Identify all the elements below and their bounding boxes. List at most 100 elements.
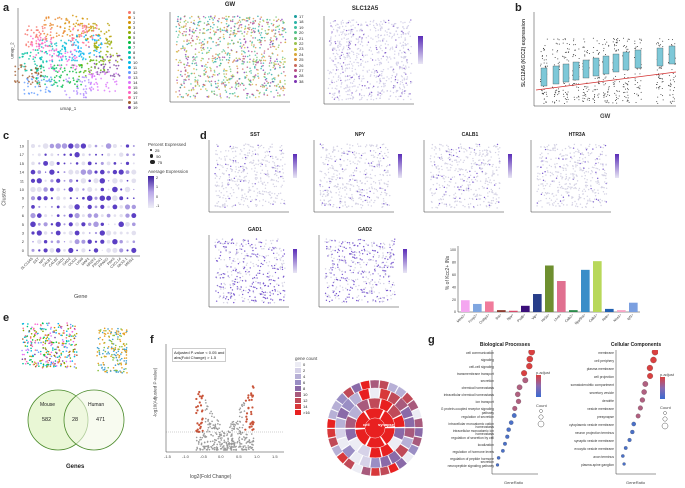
umap-point xyxy=(99,46,102,49)
umap-point xyxy=(44,23,47,26)
dotplot-dot xyxy=(50,231,54,235)
feature-point xyxy=(272,183,274,185)
umap-point xyxy=(41,39,44,42)
gw-point xyxy=(207,51,210,54)
feature-point xyxy=(265,191,268,193)
feature-point xyxy=(430,188,432,190)
umap-point xyxy=(71,64,74,67)
gw-point xyxy=(190,37,193,40)
feature-point xyxy=(541,152,543,154)
feature-point xyxy=(476,175,479,177)
umap-point xyxy=(53,83,55,86)
gene-point xyxy=(368,69,370,71)
feature-point xyxy=(446,187,448,189)
feature-point xyxy=(349,179,351,181)
gw-point xyxy=(263,92,266,94)
feature-point xyxy=(231,159,234,162)
gw-point xyxy=(271,42,274,45)
gene-point xyxy=(328,72,331,75)
gene-point xyxy=(379,78,381,80)
dotplot-dot xyxy=(132,144,135,148)
feature-point xyxy=(253,190,255,192)
gene-point xyxy=(361,38,363,40)
umap-point xyxy=(42,61,45,64)
gw-point xyxy=(196,24,199,26)
feature-point xyxy=(460,188,462,191)
feature-point xyxy=(328,199,330,202)
umap-point xyxy=(94,65,96,68)
kcc2-point xyxy=(586,51,588,53)
gw-point xyxy=(254,37,257,39)
kcc2-point xyxy=(669,94,671,96)
feature-point xyxy=(474,170,476,173)
feature-point xyxy=(477,164,480,166)
gene-point xyxy=(381,49,383,52)
kcc2-point xyxy=(574,55,576,57)
feature-point xyxy=(226,155,228,157)
umap-point xyxy=(38,39,41,42)
feature-point xyxy=(583,167,585,169)
feature-point xyxy=(479,153,481,156)
gene-point xyxy=(395,95,397,98)
feature-point xyxy=(283,199,286,202)
umap-point xyxy=(65,42,67,45)
gw-point xyxy=(238,30,240,33)
feature-point xyxy=(456,161,458,163)
feature-point xyxy=(232,160,235,162)
feature-point xyxy=(481,150,484,152)
umap-point xyxy=(34,67,37,70)
umap-point xyxy=(35,78,38,80)
feature-point xyxy=(592,191,594,193)
feature-point xyxy=(557,191,559,193)
feature-point xyxy=(470,162,473,165)
dotplot-dot xyxy=(87,213,92,218)
kcc2-point xyxy=(546,38,548,40)
feature-point xyxy=(468,181,471,183)
feature-point xyxy=(491,191,493,193)
feature-point xyxy=(558,183,561,186)
umap-point xyxy=(53,69,56,72)
feature-point xyxy=(246,168,248,170)
kcc2-point xyxy=(584,94,586,96)
gene-point xyxy=(403,77,405,79)
gene-point xyxy=(401,30,403,33)
feature-point xyxy=(584,184,587,187)
gene-point xyxy=(391,46,394,48)
feature-point xyxy=(439,174,441,177)
dotplot-dot xyxy=(113,153,116,156)
gene-point xyxy=(341,65,343,67)
gw-point xyxy=(267,21,269,24)
gw-point xyxy=(204,16,207,19)
kcc2-box xyxy=(612,53,620,73)
feature-point xyxy=(355,167,358,169)
feature-point xyxy=(328,203,331,205)
gene-point xyxy=(342,53,345,56)
kcc2-point xyxy=(626,99,628,101)
gw-point xyxy=(181,75,183,78)
kcc2-point xyxy=(662,99,664,101)
feature-point xyxy=(225,170,228,172)
gw-point xyxy=(253,77,256,79)
feature-point xyxy=(377,197,379,199)
gw-point xyxy=(282,63,285,65)
feature-point xyxy=(447,163,449,165)
gene-point xyxy=(337,62,339,64)
gw-point xyxy=(244,55,247,58)
feature-point xyxy=(248,180,250,182)
umap-point xyxy=(94,22,96,25)
gene-point xyxy=(337,79,340,81)
umap-point xyxy=(103,69,106,72)
feature-point xyxy=(599,146,602,148)
feature-point xyxy=(595,191,597,194)
gw-point xyxy=(258,41,261,44)
feature-point xyxy=(480,164,482,166)
umap-point xyxy=(64,55,67,58)
feature-point xyxy=(458,168,460,170)
feature-point xyxy=(240,171,243,174)
kcc2-point xyxy=(573,83,575,85)
gene-point xyxy=(380,44,382,47)
umap-point xyxy=(32,31,35,34)
gene-point xyxy=(372,38,374,40)
feature-point xyxy=(438,157,441,159)
dotplot-dot xyxy=(118,221,124,228)
